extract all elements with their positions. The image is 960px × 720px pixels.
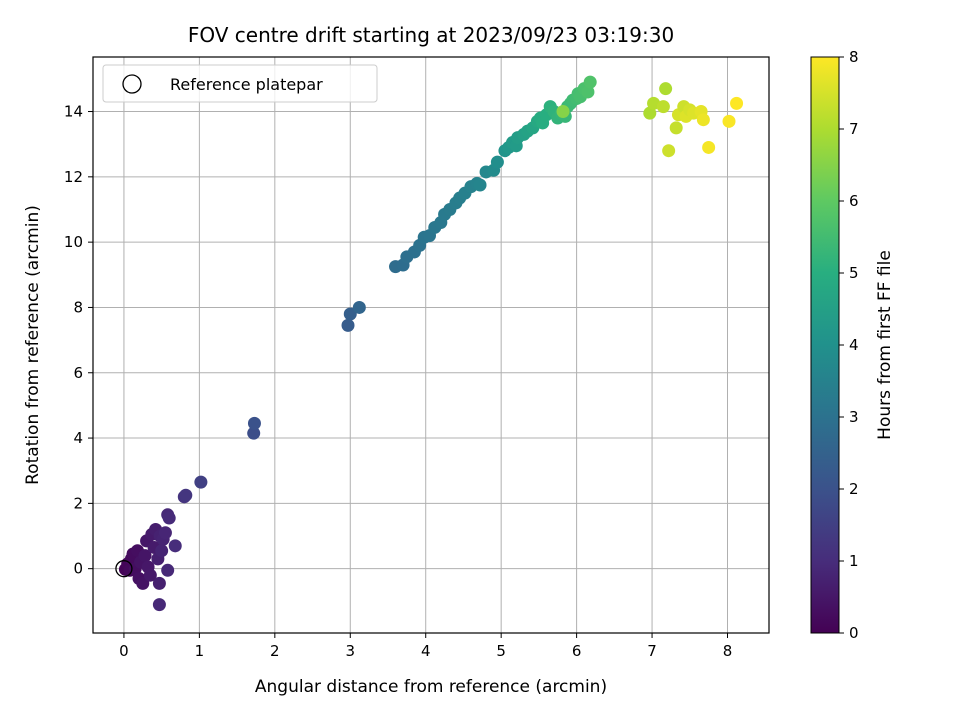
colorbar-ticks: 0 1 2 3 4 5 6 7 8 (839, 48, 859, 642)
data-point (161, 563, 175, 577)
grid-lines (93, 57, 769, 633)
reference-point-marker (115, 560, 133, 578)
legend-box (102, 64, 378, 103)
data-point (583, 75, 597, 89)
data-point (138, 549, 152, 563)
data-point (343, 307, 357, 321)
data-point (143, 568, 157, 582)
data-point (179, 488, 193, 502)
x-axis-label: Angular distance from reference (arcmin) (255, 677, 607, 697)
data-point (643, 106, 657, 120)
data-point (152, 576, 166, 590)
x-tick-label: 0 (119, 642, 129, 660)
data-point (647, 96, 661, 110)
x-tick-label: 7 (647, 642, 657, 660)
y-tick-label: 14 (64, 103, 83, 121)
data-point (490, 155, 504, 169)
y-axis-ticks: 0 2 4 6 8 10 12 14 (64, 103, 93, 578)
data-point (352, 300, 366, 314)
x-tick-label: 3 (345, 642, 355, 660)
x-tick-label: 5 (496, 642, 506, 660)
y-tick-label: 0 (73, 560, 83, 578)
x-tick-label: 4 (421, 642, 431, 660)
x-tick-label: 2 (270, 642, 280, 660)
x-tick-label: 6 (572, 642, 582, 660)
data-point (341, 318, 355, 332)
data-point (194, 475, 208, 489)
data-points (118, 75, 744, 612)
x-axis-ticks: 0 1 2 3 4 5 6 7 8 (119, 633, 732, 660)
y-tick-label: 12 (64, 168, 83, 186)
data-point (247, 416, 261, 430)
colorbar (810, 56, 840, 634)
data-point (702, 140, 716, 154)
data-point (669, 121, 683, 135)
y-tick-label: 4 (73, 429, 83, 447)
data-point (473, 178, 487, 192)
y-axis-label: Rotation from reference (arcmin) (23, 205, 43, 485)
colorbar-tick-label: 6 (849, 192, 859, 210)
data-point (659, 82, 673, 96)
colorbar-tick-label: 3 (849, 408, 859, 426)
legend-marker (122, 74, 142, 94)
y-tick-label: 10 (64, 233, 83, 251)
colorbar-tick-label: 1 (849, 552, 859, 570)
y-tick-label: 2 (73, 494, 83, 512)
y-tick-label: 6 (73, 364, 83, 382)
data-point (556, 105, 570, 119)
data-point (158, 526, 172, 540)
x-tick-label: 8 (723, 642, 733, 660)
data-point (168, 539, 182, 553)
data-point (162, 511, 176, 525)
data-point (581, 85, 595, 99)
colorbar-tick-label: 7 (849, 120, 859, 138)
data-point (730, 96, 744, 110)
chart-title: FOV centre drift starting at 2023/09/23 … (188, 23, 674, 47)
data-point (136, 576, 150, 590)
colorbar-tick-label: 4 (849, 336, 859, 354)
legend-label: Reference platepar (170, 75, 323, 94)
data-point (662, 144, 676, 158)
data-point (656, 100, 670, 114)
colorbar-tick-label: 8 (849, 48, 859, 66)
data-point (155, 544, 169, 558)
legend: Reference platepar (102, 64, 378, 103)
data-point (247, 426, 261, 440)
data-point (152, 598, 166, 612)
colorbar-tick-label: 5 (849, 264, 859, 282)
data-point (722, 114, 736, 128)
data-point (696, 113, 710, 127)
colorbar-tick-label: 2 (849, 480, 859, 498)
plot-frame (92, 56, 770, 634)
y-tick-label: 8 (73, 298, 83, 316)
x-tick-label: 1 (195, 642, 205, 660)
colorbar-tick-label: 0 (849, 624, 859, 642)
colorbar-label: Hours from first FF file (875, 250, 895, 440)
